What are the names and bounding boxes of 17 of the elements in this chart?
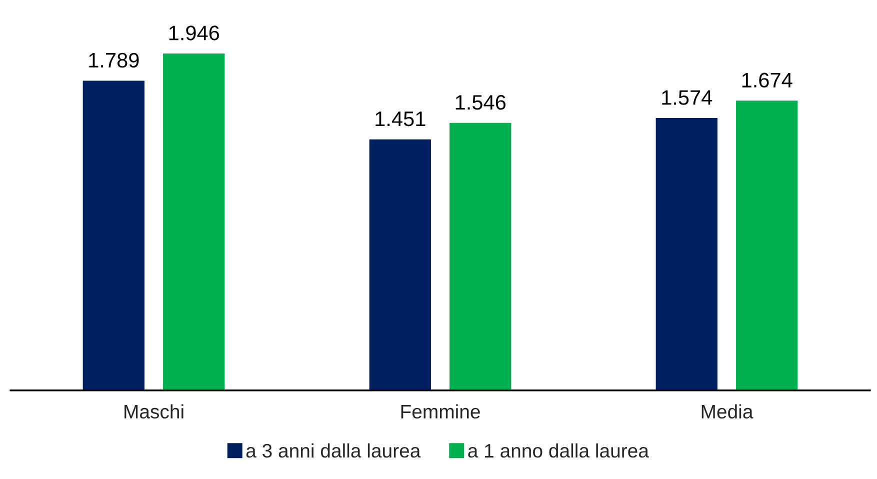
- x-tick-label: Femmine: [401, 404, 480, 419]
- legend-label: a 1 anno dalla laurea: [468, 443, 649, 458]
- data-label: 1.674: [742, 72, 792, 88]
- data-label: 1.946: [169, 26, 220, 40]
- legend-label: a 3 anni dalla laurea: [246, 443, 421, 458]
- bar: [368, 138, 432, 390]
- bar: [162, 52, 226, 390]
- x-tick-label: Maschi: [124, 404, 184, 419]
- bar: [734, 99, 800, 390]
- bar: [654, 116, 719, 390]
- data-label: 1.789: [89, 52, 139, 68]
- bar: [448, 122, 513, 390]
- data-label: 1.574: [662, 90, 712, 105]
- data-label: 1.451: [376, 112, 426, 126]
- x-tick-label: Media: [702, 404, 754, 419]
- data-label: 1.546: [456, 94, 506, 110]
- bar: [81, 79, 146, 390]
